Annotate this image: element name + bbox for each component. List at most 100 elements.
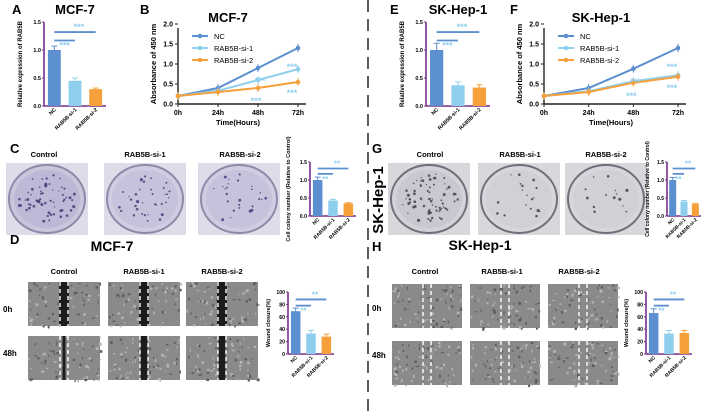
wound-texture [247, 312, 249, 314]
wound-texture [35, 316, 39, 318]
wound-texture [236, 378, 238, 381]
wound-texture [400, 285, 403, 287]
wound-texture [206, 378, 210, 382]
y-tick-label: 100 [634, 290, 643, 296]
wound-photo-d-si2-48h [186, 336, 260, 382]
wound-texture [200, 373, 203, 376]
wound-texture [127, 298, 130, 301]
wound-texture [441, 289, 445, 291]
wound-texture [601, 300, 605, 303]
label-c-si1: RAB5B-si-1 [124, 150, 165, 159]
wound-texture [455, 352, 458, 354]
wound-texture [83, 313, 86, 316]
wound-texture [240, 316, 243, 320]
wound-texture [197, 301, 200, 303]
wound-texture [521, 350, 523, 353]
wound-texture [503, 314, 505, 316]
significance-label: *** [626, 91, 637, 101]
wound-texture [571, 293, 574, 297]
wound-texture [66, 341, 69, 345]
wound-texture [486, 291, 489, 294]
wound-texture [607, 287, 610, 289]
wound-texture [155, 286, 158, 290]
wound-texture [244, 318, 247, 321]
wound-texture [225, 359, 228, 363]
significance-label: ** [685, 159, 692, 168]
colony-dot [428, 208, 431, 211]
wound-texture [88, 294, 91, 297]
wound-texture [524, 377, 527, 379]
y-tick-label: 20 [279, 340, 285, 346]
wound-texture [587, 327, 589, 330]
wound-texture [207, 371, 209, 375]
wound-texture [533, 361, 536, 363]
wound-texture [495, 343, 497, 347]
wound-texture [73, 338, 75, 340]
significance-label: *** [287, 62, 298, 72]
wound-texture [29, 316, 31, 319]
wound-texture [238, 298, 241, 301]
wound-texture [195, 282, 198, 285]
colony-dot [27, 191, 29, 194]
wound-texture [30, 323, 32, 326]
wound-texture [42, 325, 45, 328]
colony-dot [428, 178, 432, 181]
colony-dot [26, 198, 30, 201]
wound-texture [409, 320, 412, 323]
wound-texture [588, 362, 591, 365]
wound-texture [596, 343, 600, 345]
colony-dot [250, 185, 253, 187]
wound-texture [203, 291, 207, 293]
colony-photo-g-si1 [478, 163, 560, 235]
bar-nc [47, 50, 61, 106]
wound-texture [513, 287, 516, 290]
y-tick-label: 1.5 [529, 42, 539, 49]
y-tick-label: 80 [279, 302, 285, 308]
wound-texture [594, 308, 596, 311]
wound-texture [414, 313, 417, 316]
colony-dot [585, 196, 589, 200]
wound-texture [558, 355, 560, 357]
colony-dot [440, 199, 443, 202]
colony-dot [52, 189, 54, 191]
wound-texture [486, 299, 489, 301]
wound-texture [432, 344, 434, 347]
wound-texture [552, 299, 556, 302]
wound-texture [234, 325, 236, 328]
wound-texture [480, 320, 483, 323]
wound-texture [132, 360, 134, 364]
colony-dot [529, 207, 532, 210]
wound-texture [199, 300, 202, 303]
wound-texture [449, 285, 452, 289]
wound-texture [75, 343, 79, 346]
wound-texture [84, 322, 86, 326]
wound-texture [41, 295, 43, 298]
wound-texture [399, 365, 401, 369]
wound-texture [247, 374, 250, 377]
wound-texture [445, 289, 448, 291]
wound-texture [494, 293, 496, 295]
wound-texture [174, 289, 177, 293]
wound-texture [394, 324, 398, 327]
wound-texture [486, 360, 489, 363]
wound-texture [153, 356, 155, 360]
colony-dot [535, 214, 538, 218]
wound-texture [413, 375, 415, 378]
wound-texture [53, 352, 56, 356]
colony-dot [61, 186, 63, 189]
wound-texture [174, 285, 177, 288]
wound-texture [96, 315, 98, 317]
wound-texture [552, 378, 554, 380]
wound-texture [511, 350, 514, 352]
colony-dot [68, 196, 72, 200]
wound-texture [196, 344, 200, 346]
colony-dot [416, 218, 421, 222]
wound-texture [520, 286, 523, 290]
wound-texture [600, 289, 602, 292]
wound-texture [524, 301, 528, 303]
colony-dot [162, 187, 165, 190]
y-tick-label: 1.5 [300, 160, 307, 166]
chart-e: SK-Hep-1 0.0 0.5 1.0 1.5 Relative expression … [400, 2, 490, 132]
wound-texture [416, 317, 418, 320]
colony-dot [221, 218, 225, 222]
